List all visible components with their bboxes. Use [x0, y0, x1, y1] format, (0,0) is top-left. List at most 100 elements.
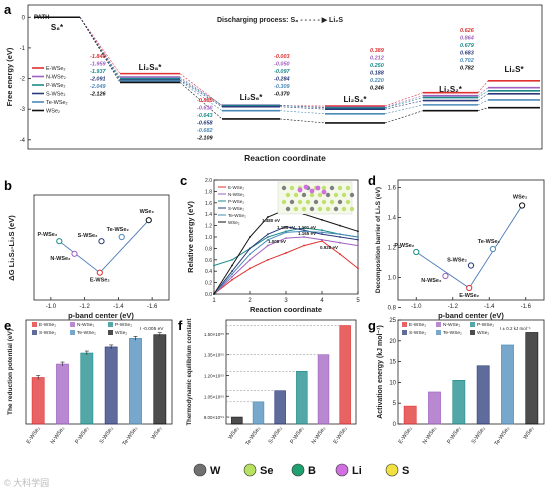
panel-g-legend-swatch — [402, 322, 407, 327]
panel-f-ytick-label: 1.35×10⁵⁵ — [204, 353, 224, 358]
panel-c-ytick-label: 1.0 — [205, 235, 212, 241]
panel-f-category-label: Te-WSe₂ — [245, 426, 262, 447]
panel-d-point-label: S-WSe₂ — [447, 258, 467, 264]
panel-g-legend-swatch — [436, 330, 441, 335]
panel-e-bar — [153, 334, 167, 425]
panel-g-legend-note: I ± 0.2 kJ mol⁻¹ — [500, 326, 531, 331]
panel-b-xtick-label: -1.6 — [147, 304, 158, 310]
panel-c-curve-point — [303, 236, 305, 238]
panel-e-category-label: WSe₂ — [150, 426, 163, 441]
panel-e-legend-label: Te-WSe₂ — [77, 330, 96, 336]
panel-f-ticks: 9.00×10⁵⁴ 1.05×10⁵⁵ 1.20×10⁵⁵ 1.35×10⁵⁵ 1.50… — [204, 332, 229, 420]
panel-label-a: a — [4, 2, 12, 17]
panel-c-curve-point — [339, 236, 341, 238]
panel-c-curve-point — [249, 258, 251, 261]
panel-a-step-value: 0.702 — [460, 58, 474, 64]
panel-f-bar — [252, 401, 265, 425]
panel-c-inset-atom — [297, 199, 303, 205]
panel-b-ylabel: ΔG Li₂S₂-Li₂S (eV) — [7, 215, 16, 281]
panel-a-xlabel: Reaction coordinate — [244, 153, 326, 163]
panel-c-inset-li-atom — [303, 184, 309, 190]
panel-f-bar — [274, 390, 286, 425]
panel-a-step-value: -2.109 — [197, 136, 214, 142]
panel-a-step-value: -0.643 — [197, 113, 213, 119]
panel-c-curve-point — [231, 273, 233, 275]
panel-g-ytick-label: 5 — [393, 401, 397, 407]
panel-g-ytick-label: 20 — [389, 339, 396, 345]
panel-g-legend-label: WSe₂ — [477, 330, 489, 336]
panel-a-step-value: -0.309 — [274, 84, 291, 90]
panel-a-step-value: 0.246 — [370, 86, 385, 92]
panel-b-point — [56, 238, 63, 245]
panel-a-annotation: Discharging process: S₈ - - - - - ▶ Li₂S — [217, 17, 343, 24]
panel-a-step-value: -1.840 — [90, 54, 106, 60]
panel-c-inset-atom — [289, 199, 295, 205]
panel-a-connector-line — [279, 118, 326, 124]
panel-e-bar — [56, 363, 69, 425]
panel-c-curve-point — [303, 226, 305, 229]
panel-d-xtick-label: -1.0 — [411, 304, 422, 310]
panel-d-point — [467, 262, 475, 269]
panel-f-ytick-label: 9.00×10⁵⁴ — [204, 415, 224, 420]
panel-c-energy-profile: Relative energy (eV) Reaction coordinate… — [186, 178, 360, 314]
panel-c-inset-atom — [337, 199, 343, 205]
panel-a-legend-label: WSe₂ — [46, 109, 60, 115]
panel-a-step-value: -0.682 — [197, 128, 213, 134]
panel-e-bar — [31, 377, 45, 425]
panel-label-e: e — [4, 318, 11, 333]
panel-d-point-label: E-WSe₂ — [459, 293, 479, 299]
panel-e-bar — [129, 338, 142, 425]
panel-c-inset-atom — [321, 199, 327, 205]
panel-c-barrier-label: 1.480 eV — [262, 218, 280, 223]
panel-a-ytick-label: -1 — [20, 46, 26, 52]
panel-c-inset-atom — [309, 206, 315, 212]
panel-b-point-label: E-WSe₂ — [90, 278, 110, 284]
panel-c-ytick-label: 0.6 — [205, 258, 212, 264]
panel-c-ylabel: Relative energy (eV) — [186, 201, 195, 273]
panel-c-barrier-labels: 1.480 eV 1.185 eV 1.101 eV1.165 eV 1.008 eV… — [262, 218, 338, 250]
panel-c-inset-li-atom — [321, 189, 327, 195]
panel-c-curve-point — [231, 258, 233, 261]
panel-g-category-label: Te-WSe₂ — [494, 426, 511, 447]
panel-d-ytick-label: 1.6 — [388, 186, 397, 192]
panel-e-frame — [25, 319, 173, 425]
element-legend-label: W — [210, 465, 221, 477]
panel-d-ticks: -1.0 -1.2 -1.4 -1.6 0.8 1.0 1.2 1.4 1.6 — [388, 186, 532, 312]
panel-a-ylabel: Free energy (eV) — [5, 47, 14, 106]
panel-c-curve-point — [285, 237, 287, 240]
panel-c-ytick-label: 0.4 — [205, 269, 212, 275]
panel-c-ytick-label: 1.8 — [205, 189, 212, 195]
panel-g-bar — [452, 380, 466, 425]
panel-a-connector-line — [179, 80, 223, 111]
panel-c-ytick-label: 1.6 — [205, 201, 212, 207]
panel-c-inset-atom — [281, 199, 287, 205]
panel-a-frame — [27, 4, 543, 150]
panel-d-xlabel: p-band center (eV) — [438, 311, 504, 320]
panel-a-legend: E-WSe₂ N-WSe₂ P-WSe₂ S-WSe₂ Te-WSe₂ WSe₂ — [32, 66, 68, 115]
panel-g-legend-label: N-WSe₂ — [443, 322, 460, 328]
panel-c-curve-point — [357, 236, 359, 238]
panel-a-step-value: -1.959 — [90, 62, 107, 68]
panel-g-legend: E-WSe₂ N-WSe₂ P-WSe₂ S-WSe₂ Te-WSe₂ WSe₂ I ± 0… — [402, 322, 531, 336]
panel-label-c: c — [180, 173, 187, 188]
panel-e-legend-label: E-WSe₂ — [39, 322, 56, 328]
panel-b-point — [118, 233, 125, 241]
panel-a-step-value: -2.126 — [90, 92, 107, 98]
panel-e-legend-swatch — [70, 322, 75, 327]
panel-f-bar — [317, 354, 330, 425]
panel-c-inset-atom — [313, 199, 319, 205]
panel-d-point-label: N-WSe₂ — [421, 278, 442, 284]
panel-g-ytick-label: 25 — [389, 318, 396, 324]
panel-a-step-label: Li₂S₂* — [439, 85, 463, 94]
panel-c-inset-li-atom — [315, 185, 321, 191]
panel-a-ytick-label: 0 — [22, 15, 26, 21]
panel-c-legend-label: N-WSe₂ — [228, 192, 244, 197]
panel-c-legend-label: WSe₂ — [228, 220, 240, 225]
panel-a-connector-line — [384, 100, 424, 110]
panel-c-inset-atom — [337, 185, 343, 191]
panel-c-curve-point — [249, 236, 251, 238]
panel-b-point — [96, 269, 103, 276]
panel-d-xtick-label: -1.4 — [484, 304, 495, 310]
element-legend-label: B — [308, 465, 316, 477]
panel-a-connector-line — [384, 97, 424, 109]
